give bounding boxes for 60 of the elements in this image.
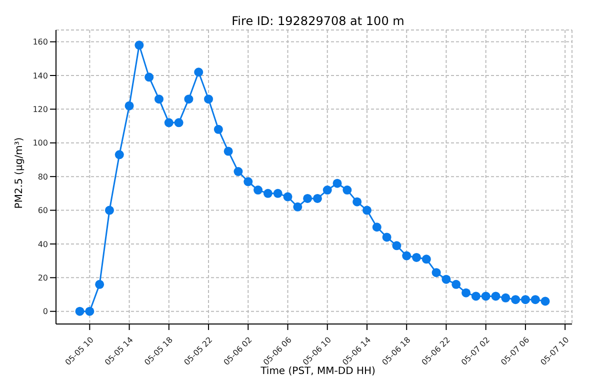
point: [303, 194, 312, 203]
point: [254, 186, 263, 195]
point: [204, 94, 214, 104]
point: [263, 188, 272, 198]
x-axis-title: Time (PST, MM-DD HH): [260, 366, 376, 377]
y-tick-label: 140: [32, 71, 48, 80]
y-tick-label: 20: [38, 274, 48, 283]
point: [372, 222, 382, 232]
point: [154, 94, 164, 104]
point: [312, 194, 322, 203]
point: [134, 40, 144, 50]
point: [244, 177, 253, 186]
point: [224, 146, 233, 156]
y-tick-label: 0: [42, 307, 48, 316]
point: [124, 101, 134, 110]
point: [273, 188, 282, 198]
point: [95, 280, 104, 289]
point: [234, 167, 243, 176]
point: [75, 306, 84, 316]
point: [471, 292, 480, 301]
point: [283, 192, 292, 202]
y-tick-label: 160: [32, 38, 48, 47]
point: [362, 206, 372, 215]
point: [412, 252, 422, 262]
point: [104, 206, 114, 215]
y-tick-label: 40: [38, 240, 48, 249]
point: [332, 178, 342, 188]
point: [462, 288, 471, 298]
point: [452, 280, 461, 289]
point: [402, 251, 412, 260]
point: [511, 295, 520, 304]
point: [85, 306, 94, 316]
point: [352, 197, 362, 206]
point: [322, 186, 332, 195]
point: [184, 94, 194, 104]
point: [114, 150, 124, 160]
y-axis-title: PM2.5 (μg/m³): [14, 137, 25, 209]
point: [501, 293, 510, 302]
point: [214, 124, 223, 134]
point: [174, 118, 184, 128]
point: [194, 68, 204, 77]
point: [530, 295, 540, 304]
y-tick-label: 60: [38, 206, 48, 216]
point: [442, 274, 451, 284]
point: [382, 232, 392, 242]
y-tick-label: 100: [32, 138, 48, 148]
point: [144, 72, 154, 82]
point: [293, 202, 302, 212]
point: [491, 292, 500, 301]
point: [481, 292, 490, 301]
point: [392, 241, 402, 250]
point: [520, 295, 530, 304]
y-tick-label: 80: [38, 172, 48, 182]
chart-title: Fire ID: 192829708 at 100 m: [232, 14, 404, 28]
y-tick-label: 120: [32, 105, 48, 114]
point: [540, 296, 550, 306]
point: [342, 186, 352, 195]
point: [164, 118, 174, 128]
point: [422, 254, 431, 264]
point: [432, 268, 441, 278]
